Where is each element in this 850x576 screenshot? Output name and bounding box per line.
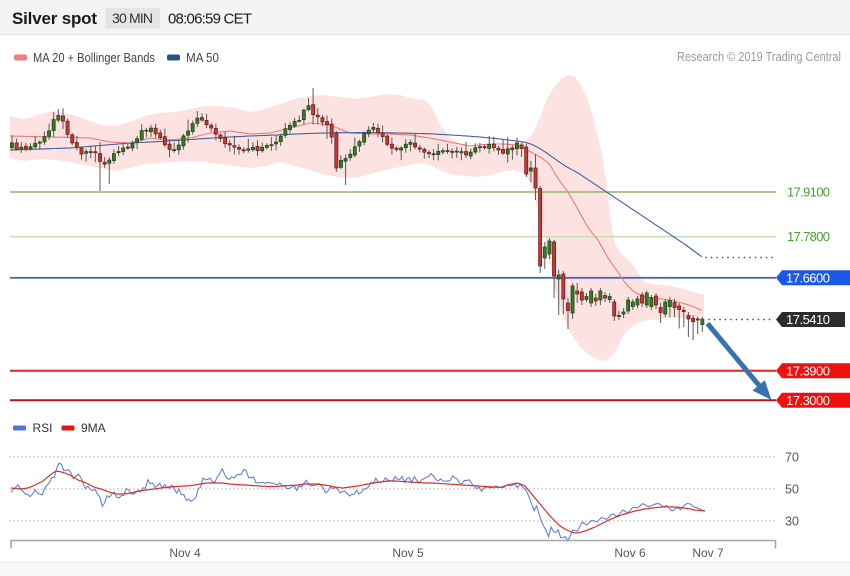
svg-text:9MA: 9MA: [81, 421, 106, 435]
svg-text:17.9100: 17.9100: [787, 185, 830, 200]
svg-text:MA 50: MA 50: [186, 51, 219, 65]
svg-text:30: 30: [785, 515, 799, 529]
svg-text:Nov 5: Nov 5: [392, 546, 424, 560]
svg-text:08:06:59 CET: 08:06:59 CET: [168, 11, 252, 28]
svg-text:17.3900: 17.3900: [786, 363, 830, 378]
svg-text:17.6600: 17.6600: [786, 270, 830, 285]
svg-text:Research © 2019 Trading Centra: Research © 2019 Trading Central: [677, 50, 841, 64]
svg-text:Nov 7: Nov 7: [692, 546, 724, 560]
svg-text:50: 50: [785, 483, 799, 497]
svg-text:17.5410: 17.5410: [786, 312, 830, 327]
svg-text:70: 70: [785, 451, 799, 465]
svg-text:MA 20 + Bollinger Bands: MA 20 + Bollinger Bands: [33, 51, 155, 65]
svg-text:Nov 6: Nov 6: [614, 546, 646, 560]
svg-text:RSI: RSI: [33, 421, 53, 435]
svg-text:17.3000: 17.3000: [786, 393, 830, 408]
svg-text:Silver spot: Silver spot: [12, 9, 97, 28]
svg-text:17.7800: 17.7800: [787, 229, 830, 244]
svg-text:Nov 4: Nov 4: [169, 546, 201, 560]
svg-text:30 MIN: 30 MIN: [112, 10, 153, 26]
